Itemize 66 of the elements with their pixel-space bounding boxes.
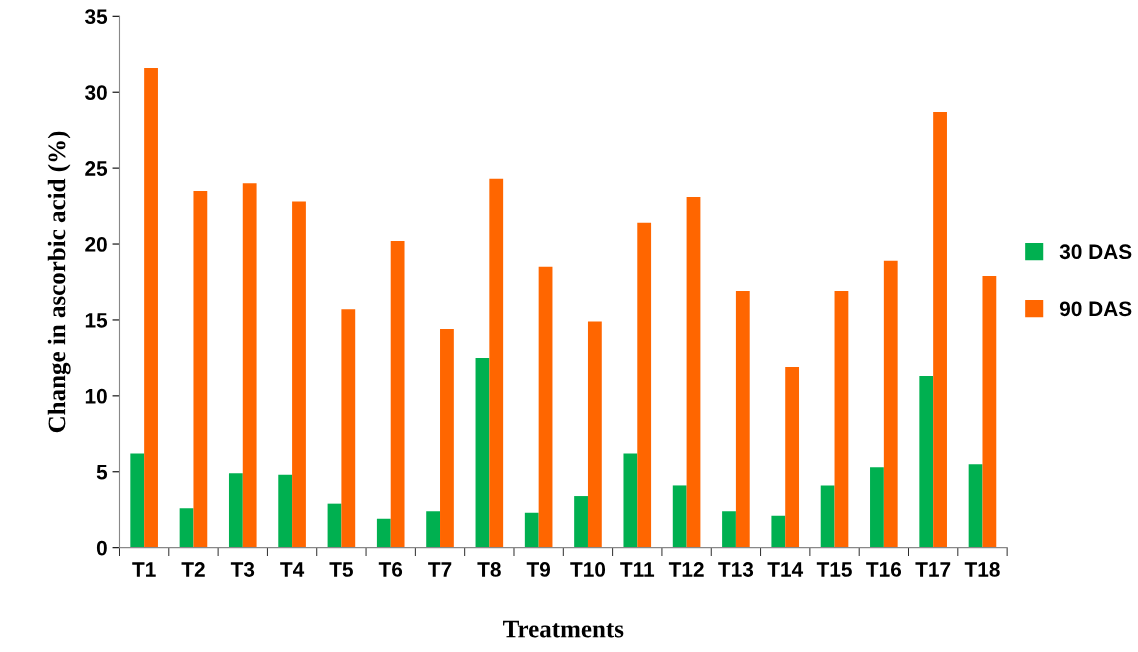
x-axis-title: Treatments — [503, 620, 624, 638]
bar — [722, 511, 736, 548]
y-axis-title: Change in ascorbic acid (%) — [47, 131, 71, 433]
bar — [228, 473, 243, 548]
bar — [834, 291, 849, 548]
y-tick-label: 30 — [84, 85, 107, 100]
bar — [524, 512, 539, 548]
bar — [538, 266, 553, 548]
bar — [771, 515, 786, 548]
bar — [278, 474, 293, 548]
bar — [327, 503, 342, 548]
bar — [982, 275, 997, 548]
bar — [489, 178, 504, 548]
x-tick-label: T13 — [718, 562, 754, 577]
y-tick-label: 5 — [96, 464, 108, 480]
y-tick-label: 20 — [85, 237, 107, 252]
x-tick-label: T2 — [181, 562, 205, 577]
bar — [785, 367, 800, 548]
bar — [341, 309, 356, 548]
bar — [686, 196, 701, 548]
x-tick-label: T4 — [280, 562, 305, 577]
bar — [735, 291, 750, 548]
bar — [376, 518, 391, 548]
bar — [390, 241, 405, 548]
bar — [426, 511, 441, 548]
bar — [870, 467, 884, 548]
bar — [292, 201, 306, 548]
legend-label: 30 DAS — [1059, 244, 1132, 260]
bar — [672, 485, 687, 548]
bar — [623, 453, 638, 548]
y-tick-label: 25 — [85, 161, 108, 176]
bar — [587, 321, 602, 548]
bar — [820, 485, 835, 548]
bar — [475, 357, 490, 548]
legend-label: 90 DAS — [1059, 301, 1132, 317]
bar — [440, 329, 454, 548]
y-tick-label: 10 — [85, 388, 107, 404]
bar — [130, 453, 145, 548]
x-tick-label: T10 — [570, 562, 606, 577]
x-tick-label: T6 — [378, 562, 403, 577]
bar — [919, 376, 934, 548]
x-tick-label: T14 — [767, 562, 804, 577]
x-tick-label: T12 — [668, 562, 704, 577]
x-tick-label: T17 — [915, 562, 951, 577]
x-tick-label: T9 — [526, 562, 551, 577]
bar — [193, 190, 208, 548]
bar — [574, 496, 588, 548]
x-tick-label: T11 — [620, 562, 655, 577]
x-tick-label: T5 — [329, 562, 353, 577]
bar — [637, 222, 652, 548]
bar — [883, 260, 898, 548]
x-tick-label: T8 — [477, 562, 501, 577]
bar — [968, 464, 983, 548]
x-tick-label: T15 — [816, 562, 852, 577]
x-tick-label: T16 — [866, 562, 902, 577]
x-tick-label: T3 — [230, 562, 255, 577]
x-tick-label: T7 — [428, 562, 452, 577]
x-tick-label: T18 — [964, 562, 1000, 577]
bar — [179, 508, 194, 548]
y-tick-label: 35 — [84, 9, 108, 25]
bar — [933, 111, 947, 548]
bar — [144, 67, 158, 548]
y-tick-label: 15 — [85, 313, 108, 328]
x-tick-label: T1 — [132, 562, 156, 577]
bar — [242, 183, 257, 548]
y-tick-label: 0 — [96, 540, 107, 556]
